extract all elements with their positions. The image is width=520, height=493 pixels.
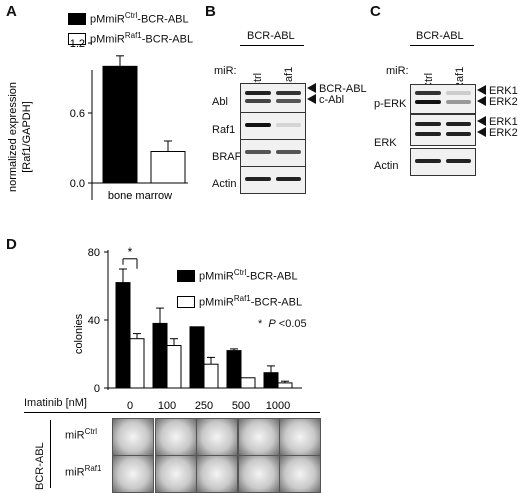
colony-image-raf1-100 (155, 455, 197, 493)
y-tick-label: 0.6 (70, 108, 85, 120)
blot-b-row-actin: Actin (212, 178, 237, 190)
blot-c-mir-label: miR: (386, 65, 409, 77)
bar-raf1-250 (203, 363, 219, 389)
bar-raf1-100 (166, 345, 182, 389)
d-legend-swatch-ctrl (177, 270, 195, 282)
colony-image-ctrl-1000 (279, 418, 321, 456)
blot-c-row-perk: p-ERK (374, 98, 407, 110)
colony-image-ctrl-500 (238, 418, 280, 456)
colony-image-raf1-1000 (279, 455, 321, 493)
colony-image-raf1-500 (238, 455, 280, 493)
blot-b-arrow-bcr-abl: BCR-ABL (319, 83, 367, 95)
row-label-mirctrl: miRCtrl (65, 427, 98, 442)
significance-star: * (128, 245, 133, 259)
legend-swatch-raf1 (68, 33, 86, 45)
blot-b-abl (240, 83, 306, 113)
bar-raf1-500 (240, 377, 256, 389)
y-axis-label-line1: normalized expression (7, 82, 19, 192)
x-axis-label-imatinib: Imatinib [nM] (24, 397, 87, 409)
d-legend-swatch-raf1 (177, 296, 195, 308)
arrow-perk-erk2-icon (477, 96, 486, 106)
blot-c-row-actin: Actin (374, 160, 399, 172)
bar-ctrl-0 (115, 282, 131, 389)
arrow-erk-erk2-icon (477, 127, 486, 137)
blot-c-perk-erk2: ERK2 (489, 96, 518, 108)
blot-c-header: BCR-ABL (416, 30, 464, 42)
colony-image-raf1-0 (112, 455, 154, 493)
legend-label-raf1: pMmiRRaf1-BCR-ABL (90, 31, 194, 46)
legend-label-ctrl: pMmiRCtrl-BCR-ABL (90, 11, 189, 26)
blot-b-row-braf: BRAF (212, 151, 242, 163)
arrow-bcr-abl-icon (307, 83, 316, 93)
blot-b-arrow-c-abl: c-Abl (319, 94, 345, 106)
blot-b-mir-label: miR: (214, 65, 237, 77)
dose-label-100: 100 (158, 400, 176, 412)
bar-ctrl-100 (152, 322, 168, 389)
dose-label-500: 500 (232, 400, 250, 412)
bar-raf1 (150, 151, 186, 184)
dose-label-1000: 1000 (266, 400, 290, 412)
y-tick-label: 1.2 (70, 38, 85, 50)
blot-b-raf1 (240, 112, 306, 140)
bar-raf1-0 (129, 338, 145, 389)
y-tick-label: 0 (94, 383, 100, 395)
blot-b-row-abl: Abl (212, 96, 228, 108)
blot-b-row-raf1: Raf1 (212, 124, 236, 136)
blot-b-header-line (240, 45, 304, 46)
blot-c-perk-erk1: ERK1 (489, 85, 518, 97)
blot-c-perk (410, 84, 476, 114)
colony-image-ctrl-0 (112, 418, 154, 456)
side-divider (50, 420, 51, 488)
legend-swatch-ctrl (68, 13, 86, 25)
d-legend-label-raf1: pMmiRRaf1-BCR-ABL (199, 294, 303, 309)
raf1-expression-chart: normalized expression [Raf1/GAPDH] 0.0 0.… (7, 38, 188, 200)
bar-ctrl-250 (189, 326, 205, 389)
bar-raf1-1000 (277, 382, 293, 389)
dose-label-0: 0 (127, 400, 133, 412)
blot-c-erk-erk1: ERK1 (489, 116, 518, 128)
panel-label-b: B (205, 3, 216, 20)
colony-image-ctrl-100 (155, 418, 197, 456)
y-tick-label: 0.0 (70, 178, 85, 190)
panel-label-c: C (370, 3, 381, 20)
dose-label-250: 250 (195, 400, 213, 412)
d-legend-label-ctrl: pMmiRCtrl-BCR-ABL (199, 268, 298, 283)
colony-formation-chart: colonies 0 40 80 * 0 100 250 500 1000 (73, 245, 302, 412)
blot-b-actin (240, 166, 306, 194)
y-tick-label: 80 (88, 247, 100, 259)
blot-c-header-line (410, 45, 474, 46)
blot-b-braf (240, 139, 306, 167)
colony-image-ctrl-250 (196, 418, 238, 456)
colony-image-raf1-250 (196, 455, 238, 493)
y-axis-label-line2: [Raf1/GAPDH] (21, 101, 33, 173)
row-label-mirraf1: miRRaf1 (65, 464, 102, 479)
panel-label-d: D (6, 236, 17, 253)
blot-b-header: BCR-ABL (247, 30, 295, 42)
bcr-abl-side-label: BCR-ABL (34, 442, 46, 490)
bar-ctrl-1000 (263, 372, 279, 389)
blot-c-erk-erk2: ERK2 (489, 127, 518, 139)
panel-label-a: A (6, 3, 17, 20)
dose-divider (24, 412, 320, 413)
blot-c-erk (410, 114, 476, 146)
y-tick-label: 40 (88, 315, 100, 327)
significance-note: * P <0.05 (258, 318, 307, 330)
arrow-erk-erk1-icon (477, 116, 486, 126)
arrow-c-abl-icon (307, 94, 316, 104)
blot-c-actin (410, 148, 476, 176)
blot-c-row-erk: ERK (374, 137, 397, 149)
arrow-perk-erk1-icon (477, 85, 486, 95)
y-axis-label: colonies (73, 313, 85, 354)
bar-ctrl-500 (226, 350, 242, 389)
bar-ctrl (102, 65, 138, 184)
x-axis-label: bone marrow (108, 190, 172, 200)
